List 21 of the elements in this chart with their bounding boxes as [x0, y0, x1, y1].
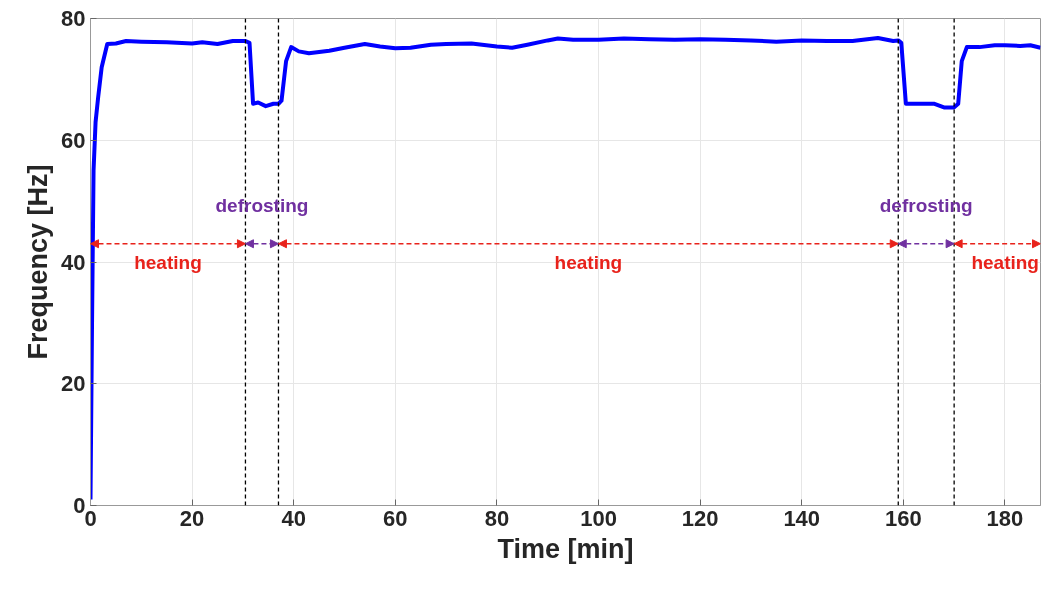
x-tick-label: 80 — [484, 505, 510, 531]
y-tick-label: 80 — [61, 6, 86, 31]
x-axis-title: Time [min] — [497, 533, 634, 564]
x-tick-label: 20 — [179, 505, 205, 531]
x-tick-label: 40 — [281, 505, 306, 531]
x-tick-label: 60 — [383, 505, 408, 531]
y-tick-label: 40 — [61, 249, 86, 275]
annotation: heating — [554, 251, 623, 273]
x-tick-label: 120 — [681, 505, 719, 531]
y-tick-label: 20 — [61, 371, 86, 397]
line-series — [90, 35, 1041, 502]
annotation: heating — [134, 251, 202, 273]
x-tick-label: 160 — [884, 505, 922, 531]
x-tick-label: 100 — [580, 505, 617, 531]
x-tick-label: 140 — [783, 505, 821, 531]
annotation: heating — [971, 251, 1039, 273]
annotation: defrosting — [215, 194, 309, 216]
annotation: defrosting — [879, 194, 973, 216]
y-axis-title: Frequency [Hz] — [23, 164, 54, 360]
y-tick-label: 60 — [61, 127, 86, 153]
x-tick-label: 180 — [986, 505, 1024, 531]
